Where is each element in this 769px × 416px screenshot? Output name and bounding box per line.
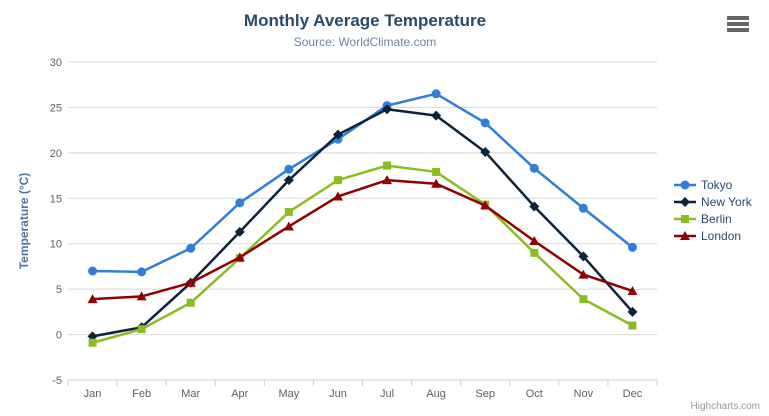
data-point-london[interactable]	[87, 294, 98, 304]
data-point-london[interactable]	[185, 277, 196, 287]
chart-title: Monthly Average Temperature	[243, 11, 487, 30]
legend-label: Berlin	[701, 211, 732, 226]
x-axis-category-label: Aug	[426, 388, 446, 400]
credits-link[interactable]: Highcharts.com	[690, 401, 760, 412]
x-axis-category-label: Apr	[231, 388, 248, 400]
data-point-london[interactable]	[529, 235, 540, 245]
data-point-berlin[interactable]	[186, 298, 195, 307]
chart-subtitle: Source: WorldClimate.com	[293, 35, 437, 49]
data-point-london[interactable]	[480, 200, 491, 210]
data-point-new-york[interactable]	[234, 226, 245, 237]
diamond-legend-marker-icon	[674, 196, 696, 207]
x-axis-category-label: Sep	[475, 388, 495, 400]
data-point-london[interactable]	[431, 178, 442, 188]
data-point-tokyo[interactable]	[88, 266, 98, 276]
data-point-berlin[interactable]	[88, 338, 97, 347]
y-axis-tick-label: 15	[50, 193, 62, 205]
x-axis-category-label: Nov	[574, 388, 594, 400]
data-point-new-york[interactable]	[431, 110, 442, 121]
data-point-berlin[interactable]	[628, 321, 637, 330]
legend-label: Tokyo	[701, 177, 733, 192]
x-axis-category-label: Mar	[181, 388, 200, 400]
data-point-tokyo[interactable]	[627, 242, 637, 252]
series-line-tokyo	[91, 92, 634, 274]
context-menu-button[interactable]	[727, 16, 749, 33]
data-point-new-york[interactable]	[627, 306, 638, 317]
data-point-tokyo[interactable]	[480, 118, 490, 128]
legend-item-london[interactable]: London	[674, 227, 752, 244]
x-axis-category-label: Oct	[526, 388, 543, 400]
series-line-berlin	[91, 164, 634, 344]
legend-item-berlin[interactable]: Berlin	[674, 210, 752, 227]
x-axis-category-label: Feb	[132, 388, 151, 400]
x-axis-category-label: May	[278, 388, 299, 400]
data-point-berlin[interactable]	[579, 295, 588, 304]
x-axis-category-label: Dec	[623, 388, 643, 400]
legend-label: New York	[701, 194, 752, 209]
data-point-london[interactable]	[332, 191, 343, 201]
data-point-new-york[interactable]	[283, 175, 294, 186]
legend: Tokyo New York Berlin London	[674, 176, 752, 244]
series-line-new-york	[91, 107, 634, 338]
legend-label: London	[701, 228, 742, 243]
data-point-tokyo[interactable]	[431, 89, 441, 99]
data-point-berlin[interactable]	[333, 176, 342, 185]
y-axis-title: Temperature (°C)	[17, 172, 31, 270]
legend-item-tokyo[interactable]: Tokyo	[674, 176, 752, 193]
legend-item-new-york[interactable]: New York	[674, 193, 752, 210]
data-point-new-york[interactable]	[332, 129, 343, 140]
data-point-new-york[interactable]	[480, 146, 491, 157]
data-point-tokyo[interactable]	[235, 198, 245, 208]
data-point-new-york[interactable]	[578, 251, 589, 262]
data-point-tokyo[interactable]	[529, 163, 539, 173]
x-axis-category-label: Jan	[84, 388, 102, 400]
y-axis-tick-label: 5	[56, 284, 62, 296]
data-point-tokyo[interactable]	[137, 267, 147, 277]
triangle-legend-marker-icon	[674, 230, 696, 240]
data-point-berlin[interactable]	[284, 207, 293, 216]
data-point-london[interactable]	[136, 291, 147, 301]
data-point-berlin[interactable]	[432, 167, 441, 176]
y-axis-tick-label: 25	[50, 102, 62, 114]
data-point-tokyo[interactable]	[186, 243, 196, 253]
hamburger-menu-icon	[727, 16, 749, 20]
x-axis-category-label: Jul	[380, 388, 394, 400]
data-point-london[interactable]	[627, 285, 638, 295]
y-axis-tick-label: -5	[52, 375, 62, 387]
data-point-berlin[interactable]	[137, 325, 146, 334]
data-point-berlin[interactable]	[383, 161, 392, 170]
data-point-london[interactable]	[578, 269, 589, 279]
data-point-berlin[interactable]	[530, 248, 539, 257]
data-point-new-york[interactable]	[529, 201, 540, 212]
series-line-london	[91, 178, 634, 301]
data-point-london[interactable]	[382, 175, 393, 185]
circle-legend-marker-icon	[674, 180, 696, 189]
x-axis-category-label: Jun	[329, 388, 347, 400]
data-point-tokyo[interactable]	[284, 164, 294, 174]
square-legend-marker-icon	[674, 214, 696, 223]
data-point-london[interactable]	[234, 252, 245, 262]
y-axis-tick-label: 10	[50, 239, 62, 251]
data-point-london[interactable]	[283, 221, 294, 231]
y-axis-tick-label: 0	[56, 330, 62, 342]
data-point-new-york[interactable]	[382, 104, 393, 115]
y-axis-tick-label: 30	[50, 57, 62, 69]
data-point-tokyo[interactable]	[578, 203, 588, 213]
y-axis-tick-label: 20	[50, 148, 62, 160]
